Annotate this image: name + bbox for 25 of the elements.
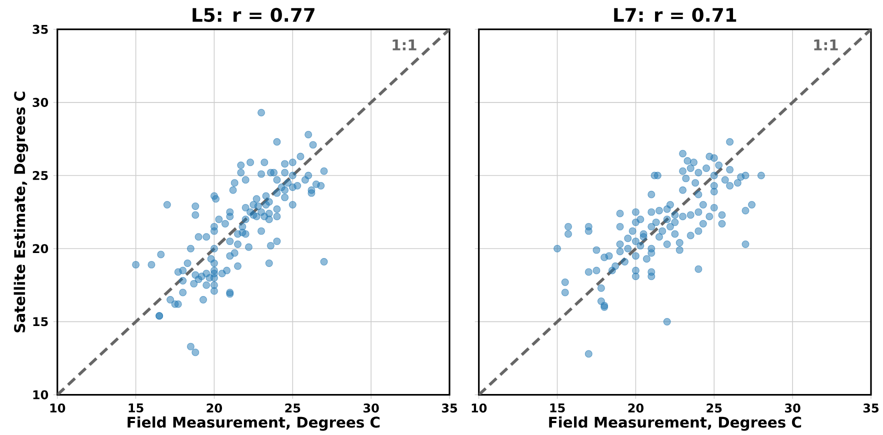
x-tick-label: 35 — [863, 404, 878, 413]
y-tick-label: 10 — [33, 390, 48, 400]
series-label: 1:1 — [814, 40, 838, 50]
y-tick-label: 15 — [33, 317, 48, 326]
x-tick-label: 15 — [128, 404, 144, 413]
x-tick-label: 25 — [285, 404, 300, 413]
x-tick-label: 35 — [442, 404, 458, 413]
x-axis-title: Field Measurement, Degrees C — [549, 416, 802, 431]
y-tick-label: 25 — [32, 171, 48, 180]
x-tick-label: 20 — [628, 404, 644, 413]
x-tick-label: 10 — [50, 404, 66, 413]
y-axis-title: Satellite Estimate, Degrees C — [14, 92, 28, 332]
y-tick-label: 30 — [32, 98, 48, 108]
y-tick-label: 35 — [32, 24, 48, 34]
x-tick-label: 25 — [706, 404, 722, 413]
x-tick-label: 30 — [785, 404, 800, 413]
x-axis-title: Field Measurement, Degrees C — [128, 416, 380, 431]
x-tick-label: 15 — [550, 404, 565, 413]
chart-title: L5: r = 0.77 — [192, 8, 314, 22]
x-tick-label: 30 — [364, 404, 379, 413]
x-tick-label: 10 — [472, 404, 487, 413]
x-tick-label: 20 — [206, 404, 222, 413]
chart-title: L7: r = 0.71 — [614, 8, 736, 22]
y-tick-label: 20 — [32, 244, 48, 254]
series-label: 1:1 — [392, 40, 416, 50]
